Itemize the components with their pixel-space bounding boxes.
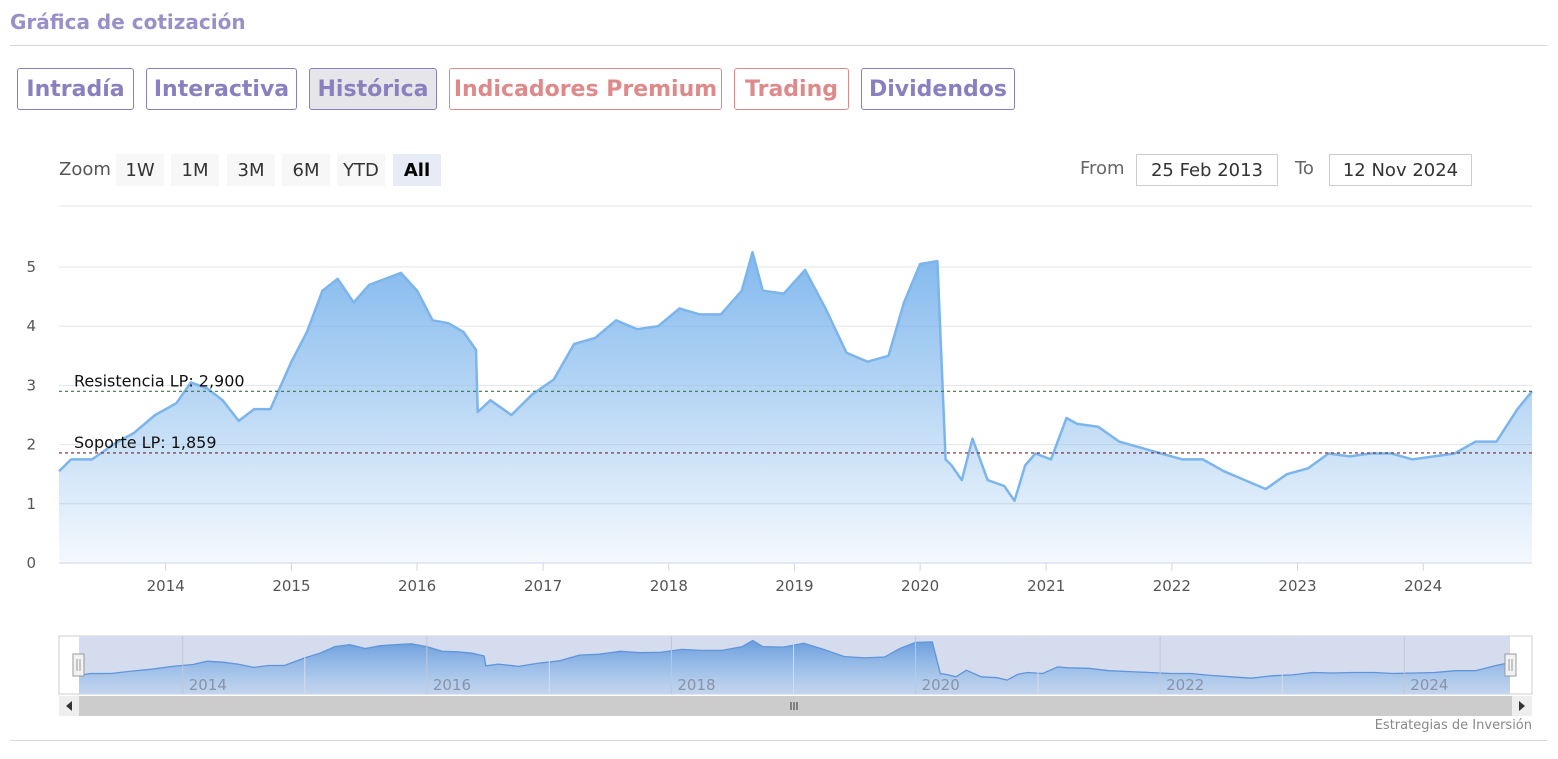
level-label: Resistencia LP: 2,900 [74,371,245,390]
zoom-all-button[interactable]: All [393,154,441,186]
navigator-tick-label: 2016 [433,676,471,694]
scrollbar-thumb[interactable] [79,696,1512,716]
to-date-input[interactable]: 12 Nov 2024 [1329,154,1472,186]
zoom-label: Zoom [59,159,111,180]
navigator-tick-label: 2018 [677,676,715,694]
support-resistance-lines: Resistencia LP: 2,900 Soporte LP: 1,859 [59,371,1532,454]
zoom-1m-button[interactable]: 1M [171,154,219,186]
tab-dividendos[interactable]: Dividendos [861,68,1015,110]
navigator-line [78,639,1511,681]
navigator-axis: 2014 2016 2018 2020 2022 2024 [182,636,1448,694]
navigator-tick-label: 2024 [1410,676,1448,694]
navigator-area [79,640,1510,694]
navigator-tick-label: 2022 [1166,676,1204,694]
from-label: From [1080,158,1125,179]
x-tick-label: 2019 [775,577,813,595]
y-tick-label: 3 [26,376,36,394]
zoom-6m-button[interactable]: 6M [282,154,330,186]
x-tick-label: 2016 [398,577,436,595]
navigator-tick-label: 2020 [922,676,960,694]
price-area [59,252,1532,563]
to-label: To [1295,158,1314,179]
tab-interactiva[interactable]: Interactiva [146,68,297,110]
x-tick-label: 2014 [147,577,185,595]
x-tick-label: 2018 [650,577,688,595]
x-tick-label: 2020 [901,577,939,595]
zoom-3m-button[interactable]: 3M [227,154,275,186]
y-tick-label: 0 [26,554,36,572]
tab-historica[interactable]: Histórica [309,68,437,110]
y-tick-label: 5 [26,258,36,276]
navigator-handle-right[interactable] [1504,653,1517,677]
x-tick-label: 2015 [272,577,310,595]
x-tick-label: 2021 [1027,577,1065,595]
x-tick-label: 2024 [1404,577,1442,595]
bottom-divider [10,740,1547,741]
scrollbar[interactable] [59,696,1532,716]
title-divider [10,45,1547,46]
arrow-right-icon [1519,701,1525,711]
level-label: Soporte LP: 1,859 [74,433,217,452]
price-line [58,250,1533,503]
tab-indicadores-premium[interactable]: Indicadores Premium [449,68,722,110]
from-date-input[interactable]: 25 Feb 2013 [1136,154,1278,186]
y-tick-label: 2 [26,436,36,454]
x-tick-label: 2017 [524,577,562,595]
x-tick-label: 2023 [1278,577,1316,595]
y-tick-label: 1 [26,495,36,513]
tab-intradia[interactable]: Intradía [17,68,134,110]
zoom-1w-button[interactable]: 1W [116,154,164,186]
tab-trading[interactable]: Trading [734,68,849,110]
page-title: Gráfica de cotización [10,10,246,34]
navigator-handle-left[interactable] [72,653,85,677]
arrow-left-icon [66,701,72,711]
navigator[interactable]: 2014 2016 2018 2020 2022 2024 [58,635,1533,695]
navigator-tick-label: 2014 [189,676,227,694]
y-tick-label: 4 [26,317,36,335]
y-axis: 0 1 2 3 4 5 [26,258,36,572]
x-axis: 2014 2015 2016 2017 2018 2019 2020 2021 2022 2023… [147,563,1442,595]
x-tick-label: 2022 [1153,577,1191,595]
chart-credit[interactable]: Estrategias de Inversión [1374,718,1532,733]
zoom-ytd-button[interactable]: YTD [337,154,385,186]
